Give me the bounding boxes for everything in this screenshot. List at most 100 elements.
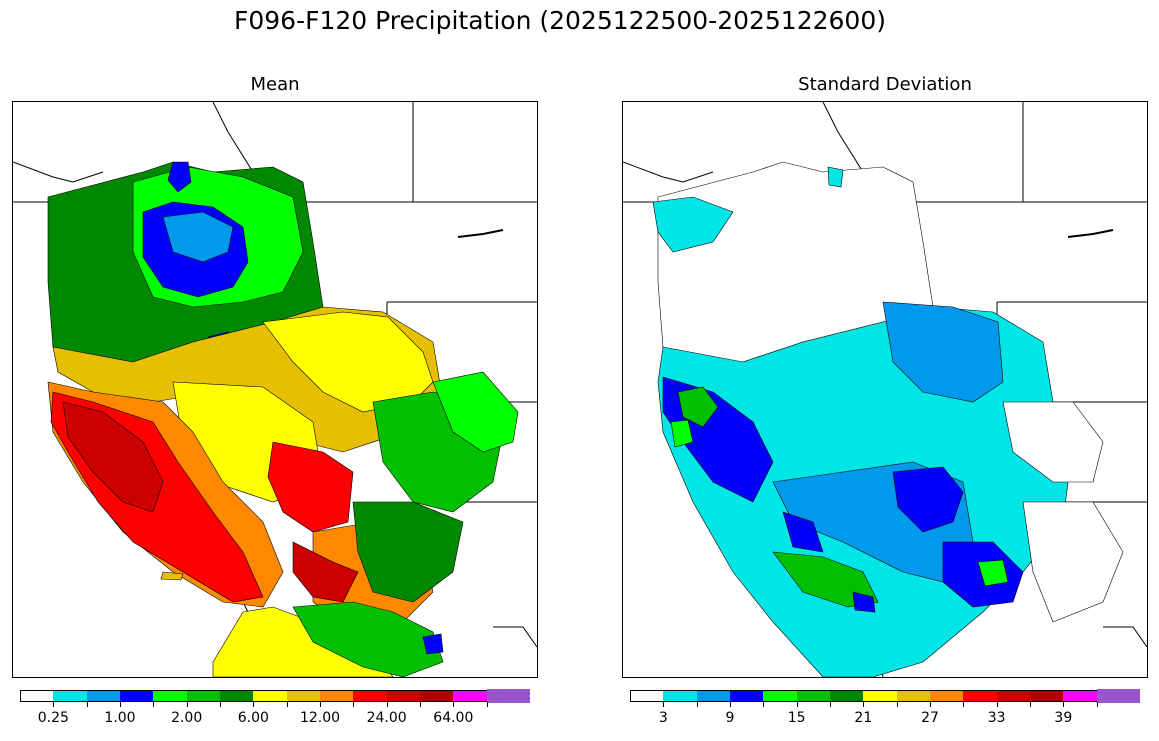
stddev-colorbar-label: 9 xyxy=(725,710,735,726)
stddev-colorbar-tick xyxy=(730,702,731,707)
mean-colorbar-segment xyxy=(386,690,421,702)
stddev-colorbar-tick xyxy=(1096,702,1098,707)
stddev-colorbar: 3 9 15 21 27 33 39 xyxy=(630,689,1140,730)
region-stddev xyxy=(670,419,694,448)
mean-colorbar-tick xyxy=(120,702,121,707)
stddev-colorbar-tick xyxy=(696,702,698,707)
stddev-colorbar-label: 15 xyxy=(787,710,806,726)
figure-title: F096-F120 Precipitation (2025122500-2025… xyxy=(233,6,886,35)
mean-colorbar-label: 2.00 xyxy=(171,710,203,726)
stddev-colorbar-segment xyxy=(996,690,1031,702)
mean-colorbar-tick xyxy=(353,702,355,707)
mean-colorbar-segment xyxy=(420,690,454,702)
stddev-colorbar-label: 39 xyxy=(1054,710,1073,726)
stddev-colorbar-tick xyxy=(663,702,665,707)
stddev-colorbar-tick xyxy=(896,702,898,707)
mean-colorbar-tick xyxy=(486,702,488,707)
region-mean xyxy=(167,161,192,193)
mean-colorbar-tick xyxy=(86,702,88,707)
mean-colorbar-tick xyxy=(386,702,388,707)
stddev-colorbar-label: 21 xyxy=(854,710,873,726)
region-stddev xyxy=(852,591,876,613)
mean-colorbar-segment xyxy=(320,690,354,702)
stddev-colorbar-segment xyxy=(830,690,864,702)
stddev-colorbar-segment xyxy=(896,690,931,702)
stddev-colorbar-segment xyxy=(630,690,664,702)
region-stddev xyxy=(827,166,844,188)
stddev-colorbar-segment xyxy=(663,690,698,702)
region-mean xyxy=(267,441,354,533)
stddev-colorbar-segment xyxy=(1030,690,1064,702)
mean-colorbar-tick xyxy=(420,702,421,707)
stddev-colorbar-tick xyxy=(930,702,931,707)
mean-colorbar-tick xyxy=(53,702,55,707)
mean-colorbar-label: 24.00 xyxy=(366,710,407,726)
mean-colorbar-label: 64.00 xyxy=(433,710,474,726)
mean-colorbar-tick xyxy=(453,702,455,707)
mean-colorbar-tick xyxy=(320,702,321,707)
stddev-colorbar-tick xyxy=(996,702,998,707)
region-stddev xyxy=(652,196,734,253)
stddev-colorbar-tick xyxy=(830,702,831,707)
region-stddev xyxy=(1002,401,1104,483)
region-mean xyxy=(432,371,519,453)
mean-colorbar-label: 12.00 xyxy=(299,710,341,726)
stddev-colorbar-segment xyxy=(796,690,831,702)
mean-map[interactable] xyxy=(12,101,538,678)
stddev-colorbar-tick xyxy=(1030,702,1031,707)
stddev-colorbar-segment xyxy=(763,690,798,702)
stddev-colorbar-segment xyxy=(863,690,898,702)
mean-colorbar-segment xyxy=(353,690,388,702)
mean-colorbar-segment xyxy=(453,690,488,702)
region-stddev xyxy=(772,551,879,608)
mean-panel-title: Mean xyxy=(250,74,300,95)
mean-colorbar-segment xyxy=(53,690,88,702)
lake-outline xyxy=(457,229,504,238)
stddev-colorbar-tick xyxy=(863,702,865,707)
mean-colorbar-segment xyxy=(120,690,154,702)
mean-colorbar-segment xyxy=(186,690,221,702)
mean-colorbar-segment xyxy=(86,690,121,702)
region-mean xyxy=(262,311,434,413)
stddev-colorbar-label: 27 xyxy=(921,710,939,726)
border-line xyxy=(493,626,537,648)
region-mean xyxy=(162,211,234,263)
stddev-panel-title: Standard Deviation xyxy=(798,74,972,95)
stddev-colorbar-tick xyxy=(963,702,965,707)
mean-colorbar-tick xyxy=(186,702,188,707)
mean-colorbar-label: 0.25 xyxy=(37,710,69,726)
mean-colorbar: 0.25 1.00 2.00 6.00 12.00 24.00 64.00 xyxy=(20,689,530,730)
border-line xyxy=(1103,626,1147,648)
stddev-map[interactable] xyxy=(622,101,1148,678)
region-stddev xyxy=(1022,501,1124,623)
stddev-colorbar-segment xyxy=(696,690,731,702)
mean-colorbar-segment xyxy=(20,690,54,702)
stddev-colorbar-label: 3 xyxy=(658,710,668,726)
mean-colorbar-tick xyxy=(153,702,155,707)
region-mean xyxy=(422,633,444,655)
mean-colorbar-segment xyxy=(286,690,321,702)
mean-colorbar-segment xyxy=(486,689,530,703)
stddev-colorbar-label: 33 xyxy=(987,710,1006,726)
mean-colorbar-segment xyxy=(220,690,254,702)
mean-colorbar-tick xyxy=(220,702,221,707)
mean-map-svg xyxy=(13,102,537,677)
mean-colorbar-tick xyxy=(253,702,255,707)
region-stddev xyxy=(677,386,719,428)
region-mean xyxy=(292,541,359,603)
mean-colorbar-segment xyxy=(153,690,188,702)
stddev-colorbar-segment xyxy=(963,690,998,702)
region-stddev xyxy=(882,301,1004,403)
region-mean xyxy=(160,571,184,581)
stddev-colorbar-segment xyxy=(730,690,764,702)
region-mean xyxy=(352,501,464,603)
region-stddev xyxy=(977,559,1009,587)
stddev-colorbar-tick xyxy=(763,702,765,707)
mean-colorbar-tick xyxy=(286,702,288,707)
mean-colorbar-segment xyxy=(253,690,288,702)
stddev-colorbar-tick xyxy=(796,702,798,707)
stddev-map-svg xyxy=(623,102,1147,677)
region-stddev xyxy=(782,511,824,553)
stddev-colorbar-tick xyxy=(1063,702,1065,707)
stddev-colorbar-segment xyxy=(930,690,964,702)
